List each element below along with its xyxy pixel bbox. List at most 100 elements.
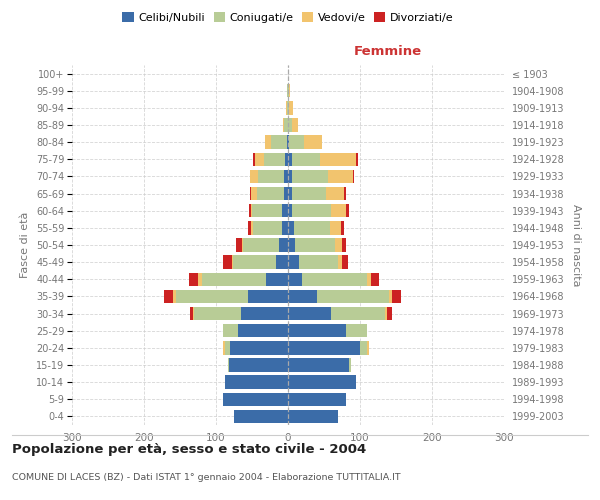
Bar [236,238,242,252]
Bar [277,256,288,269]
Bar [283,118,284,132]
Bar [250,187,251,200]
Bar [224,376,288,389]
Bar [249,204,251,218]
Bar [288,118,292,132]
Bar [292,187,326,200]
Bar [299,256,338,269]
Bar [252,204,282,218]
Bar [251,204,252,218]
Bar [164,290,173,303]
Bar [288,341,360,354]
Bar [284,170,288,183]
Bar [223,392,288,406]
Bar [286,101,287,114]
Bar [234,410,288,423]
Bar [335,238,342,252]
Bar [288,187,292,200]
Bar [253,221,281,234]
Legend: Celibi/Nubili, Coniugati/e, Vedovi/e, Divorziati/e: Celibi/Nubili, Coniugati/e, Vedovi/e, Di… [118,8,458,28]
Bar [230,341,288,354]
Bar [288,392,346,406]
Bar [292,204,331,218]
Bar [356,152,358,166]
Bar [294,221,330,234]
Bar [253,152,255,166]
Bar [242,238,244,252]
Bar [202,272,266,286]
Bar [341,221,344,234]
Bar [280,238,288,252]
Bar [271,136,287,149]
Bar [317,290,389,303]
Bar [193,307,194,320]
Bar [288,136,289,149]
Bar [342,238,346,252]
Text: COMUNE DI LACES (BZ) - Dati ISTAT 1° gennaio 2004 - Elaborazione TUTTITALIA.IT: COMUNE DI LACES (BZ) - Dati ISTAT 1° gen… [12,473,401,482]
Bar [248,221,251,234]
Bar [288,221,294,234]
Bar [248,290,288,303]
Bar [232,256,233,269]
Bar [353,170,354,183]
Bar [289,84,290,98]
Bar [265,136,271,149]
Bar [238,324,288,338]
Bar [251,221,253,234]
Bar [288,290,317,303]
Bar [386,307,392,320]
Bar [292,152,320,166]
Bar [244,238,280,252]
Bar [288,272,302,286]
Bar [360,341,367,354]
Text: Femmine: Femmine [353,45,421,58]
Bar [190,272,198,286]
Y-axis label: Anni di nascita: Anni di nascita [571,204,581,286]
Bar [224,341,230,354]
Bar [284,187,288,200]
Bar [223,341,224,354]
Bar [288,170,292,183]
Bar [331,307,385,320]
Bar [288,238,295,252]
Bar [284,118,288,132]
Bar [281,221,288,234]
Bar [288,376,356,389]
Bar [282,204,288,218]
Bar [346,204,349,218]
Bar [190,307,193,320]
Bar [173,290,176,303]
Bar [349,358,350,372]
Bar [302,272,367,286]
Bar [198,272,202,286]
Bar [257,187,284,200]
Bar [289,101,293,114]
Bar [288,84,289,98]
Text: Popolazione per età, sesso e stato civile - 2004: Popolazione per età, sesso e stato civil… [12,442,366,456]
Bar [229,358,288,372]
Bar [342,256,348,269]
Bar [330,221,341,234]
Bar [288,204,292,218]
Bar [367,341,368,354]
Bar [288,324,346,338]
Bar [288,152,292,166]
Bar [227,358,229,372]
Bar [371,272,379,286]
Bar [288,256,299,269]
Bar [259,170,284,183]
Bar [288,101,289,114]
Bar [304,136,322,149]
Bar [194,307,241,320]
Bar [251,187,257,200]
Bar [255,152,263,166]
Bar [367,272,371,286]
Bar [346,324,367,338]
Bar [292,118,298,132]
Bar [266,272,288,286]
Bar [385,307,386,320]
Bar [223,324,238,338]
Bar [392,290,401,303]
Bar [285,152,288,166]
Bar [344,187,346,200]
